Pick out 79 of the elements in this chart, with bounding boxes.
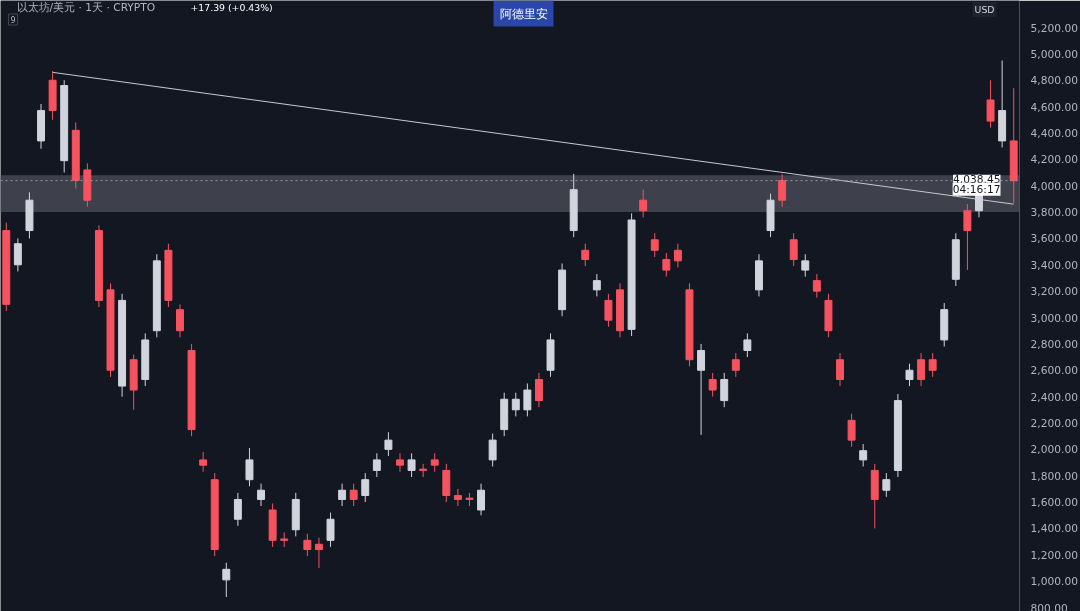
candlestick: [372, 452, 381, 478]
candlestick: [662, 252, 671, 278]
candlestick: [789, 232, 798, 267]
candlestick: [859, 443, 868, 467]
y-tick-label: 1,600.00: [1030, 496, 1079, 510]
y-tick-label: 5,000.00: [1030, 47, 1079, 61]
y-tick-label: 3,400.00: [1030, 258, 1079, 272]
candlestick: [720, 372, 729, 408]
annotation: USD: [974, 4, 995, 15]
candlestick: [303, 533, 312, 557]
y-tick-label: 3,000.00: [1030, 311, 1079, 325]
candlestick: [430, 452, 439, 473]
candlestick: [801, 253, 810, 278]
candlestick: [986, 79, 995, 129]
candlestick: [905, 363, 914, 387]
candlestick: [743, 332, 752, 358]
candlestick: [847, 413, 856, 448]
candlestick: [917, 352, 926, 387]
candlestick: [488, 433, 497, 467]
candlestick: [592, 273, 601, 297]
annotation: 阿德里安: [499, 6, 548, 21]
candlestick: [534, 372, 543, 408]
y-tick-label: 3,600.00: [1030, 232, 1079, 246]
candlestick: [812, 273, 821, 299]
y-tick-label: 2,600.00: [1030, 364, 1079, 378]
candlestick: [697, 343, 706, 436]
candlestick: [338, 483, 347, 507]
candlestick: [384, 431, 393, 457]
candlestick: [836, 352, 844, 387]
candlestick: [477, 483, 486, 516]
candlestick: [407, 452, 416, 478]
candlestick: [963, 203, 972, 271]
y-tick-label: 2,000.00: [1030, 443, 1079, 457]
candlestick: [511, 392, 520, 417]
candlestick: [731, 352, 740, 378]
y-tick-label: 2,200.00: [1030, 416, 1079, 430]
y-tick-label: 4,400.00: [1030, 126, 1079, 140]
y-tick-label: 1,400.00: [1030, 522, 1079, 536]
y-tick-label: 4,800.00: [1030, 74, 1079, 88]
ref-line-label: 4,038.45: [953, 172, 1001, 186]
candlestick: [222, 562, 231, 598]
y-tick-label: 4,200.00: [1030, 153, 1079, 167]
candlestick: [453, 488, 462, 507]
y-tick-label: 5,200.00: [1030, 21, 1079, 35]
y-tick-label: 2,800.00: [1030, 337, 1079, 351]
candlestick: [176, 303, 184, 338]
chart-title: 以太坊/美元 · 1天 · CRYPTO: [16, 1, 156, 14]
y-tick-label: 4,600.00: [1030, 100, 1079, 114]
candlestick: [882, 472, 891, 498]
candlestick: [778, 173, 787, 208]
candlestick: [314, 537, 323, 569]
candlestick: [361, 472, 370, 503]
candlestick: [13, 237, 22, 272]
annotation: 04:16:17: [952, 182, 1001, 196]
candlestick: [245, 447, 254, 487]
y-tick-label: 3,200.00: [1030, 285, 1079, 299]
candlestick: [708, 372, 717, 398]
candlestick: [604, 293, 613, 328]
candlestick: [639, 189, 648, 218]
candlestick: [523, 382, 532, 417]
chart-subtitle: +17.39 (+0.43%): [190, 2, 273, 13]
y-tick-label: 2,400.00: [1030, 390, 1079, 404]
y-tick-label: 1,800.00: [1030, 469, 1079, 483]
annotation: 9: [10, 16, 16, 25]
y-tick-label: 3,800.00: [1030, 206, 1079, 220]
y-tick-label: 4,000.00: [1030, 179, 1079, 193]
candlestick: [349, 483, 358, 507]
candlestick: [396, 452, 404, 473]
candlestick: [928, 352, 937, 378]
y-tick-label: 800.00: [1030, 601, 1069, 611]
candlestick: [233, 492, 242, 527]
candlestick: [199, 451, 208, 473]
candlestick: [257, 483, 266, 507]
y-tick-label: 1,000.00: [1030, 575, 1079, 589]
candlestick: [673, 243, 682, 268]
candlestick: [650, 232, 659, 258]
candlestick: [581, 243, 590, 267]
y-tick-label: 1,200.00: [1030, 548, 1079, 562]
candlestick: [326, 512, 335, 548]
